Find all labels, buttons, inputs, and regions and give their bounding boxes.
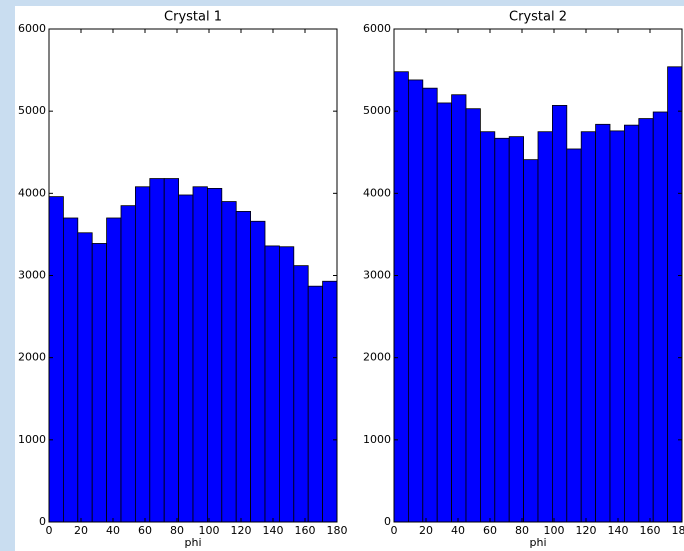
- x-tick-label: 120: [576, 524, 597, 537]
- bar: [221, 201, 237, 523]
- bar: [508, 136, 525, 523]
- x-tick-label: 100: [544, 524, 565, 537]
- bar: [91, 243, 107, 523]
- bar: [235, 211, 251, 523]
- x-tick-label: 160: [640, 524, 661, 537]
- bar: [77, 232, 93, 523]
- bar: [552, 105, 568, 523]
- bar: [149, 178, 165, 523]
- y-tick-label: 6000: [363, 22, 391, 35]
- x-tick-label: 60: [483, 524, 497, 537]
- bar: [63, 217, 79, 523]
- x-tick-label: 120: [231, 524, 252, 537]
- y-tick-label: 1000: [18, 433, 46, 446]
- bar: [609, 130, 625, 523]
- y-tick-label: 0: [39, 515, 46, 528]
- y-tick-label: 5000: [18, 104, 46, 117]
- x-axis-label: phi: [529, 536, 546, 549]
- bar: [667, 66, 683, 523]
- x-tick-label: 180: [327, 524, 348, 537]
- y-tick-label: 1000: [363, 433, 391, 446]
- x-tick-label: 0: [46, 524, 53, 537]
- bar: [422, 87, 438, 523]
- bar: [192, 186, 208, 523]
- chart-title: Crystal 2: [509, 10, 567, 25]
- bar: [120, 205, 136, 523]
- x-tick-label: 20: [419, 524, 433, 537]
- y-tick-label: 4000: [363, 186, 391, 199]
- bar: [451, 94, 467, 523]
- bar: [624, 124, 640, 523]
- bar: [134, 186, 151, 523]
- bar: [307, 285, 324, 523]
- bar: [465, 108, 481, 523]
- chart-title: Crystal 1: [164, 10, 222, 25]
- x-tick-label: 140: [263, 524, 284, 537]
- x-tick-label: 100: [199, 524, 220, 537]
- bar: [494, 137, 510, 523]
- x-tick-label: 40: [451, 524, 465, 537]
- x-tick-label: 60: [138, 524, 152, 537]
- bar: [163, 178, 179, 523]
- bar: [250, 220, 266, 523]
- y-tick-label: 2000: [18, 351, 46, 364]
- bar: [48, 196, 64, 523]
- x-axis-label: phi: [184, 536, 201, 549]
- bar: [523, 159, 539, 523]
- bar: [436, 102, 453, 523]
- bar: [178, 194, 194, 523]
- bar: [580, 131, 597, 523]
- y-tick-label: 5000: [363, 104, 391, 117]
- bar: [278, 246, 295, 523]
- y-tick-label: 4000: [18, 186, 46, 199]
- bar: [407, 79, 424, 523]
- bar: [293, 265, 309, 523]
- bar: [479, 131, 496, 523]
- bar: [566, 148, 582, 523]
- bar: [537, 131, 553, 523]
- x-tick-label: 80: [170, 524, 184, 537]
- bar: [652, 111, 669, 523]
- x-tick-label: 160: [295, 524, 316, 537]
- bar: [106, 217, 122, 523]
- x-tick-label: 180: [672, 524, 684, 537]
- bar: [393, 71, 409, 523]
- bar: [638, 118, 654, 523]
- x-tick-label: 20: [74, 524, 88, 537]
- x-tick-label: 40: [106, 524, 120, 537]
- y-tick-label: 2000: [363, 351, 391, 364]
- x-tick-label: 140: [608, 524, 629, 537]
- y-tick-label: 6000: [18, 22, 46, 35]
- bar: [206, 188, 223, 523]
- y-tick-label: 3000: [18, 269, 46, 282]
- x-tick-label: 80: [515, 524, 529, 537]
- x-tick-label: 0: [391, 524, 398, 537]
- y-tick-label: 3000: [363, 269, 391, 282]
- y-tick-label: 0: [384, 515, 391, 528]
- bar: [322, 280, 338, 523]
- bar: [264, 245, 280, 523]
- bar: [595, 123, 611, 523]
